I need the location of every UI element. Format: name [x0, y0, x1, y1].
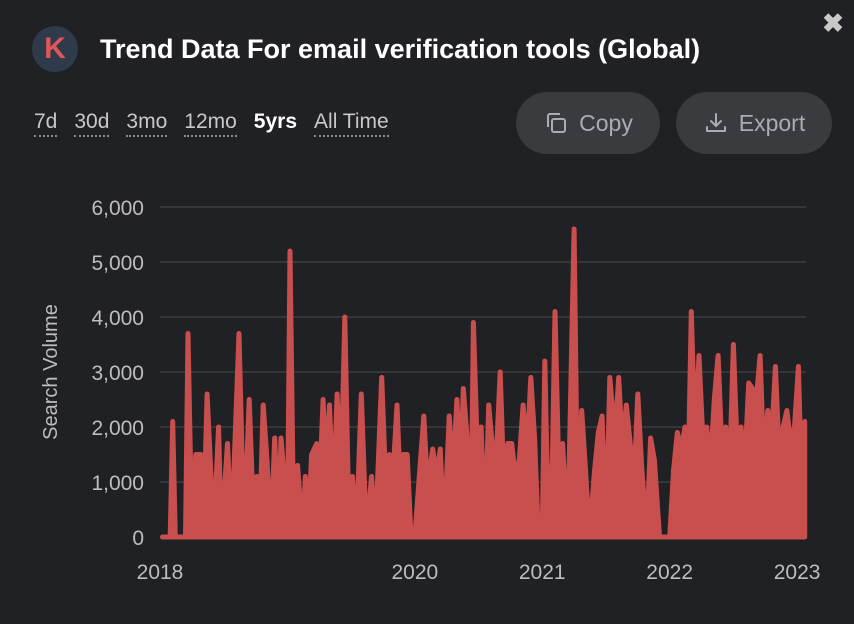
- time-range-selector: 7d 30d 3mo 12mo 5yrs All Time: [34, 110, 406, 137]
- export-button[interactable]: Export: [676, 92, 832, 154]
- x-tick-label: 2020: [391, 561, 438, 584]
- close-icon[interactable]: ✖: [822, 8, 844, 38]
- export-label: Export: [738, 109, 806, 136]
- range-5yrs[interactable]: 5yrs: [253, 110, 298, 133]
- header: K Trend Data For email verification tool…: [32, 26, 700, 72]
- range-30d[interactable]: 30d: [74, 110, 110, 137]
- series-area: [160, 226, 808, 540]
- y-tick-label: 4,000: [91, 307, 144, 330]
- copy-label: Copy: [579, 109, 633, 136]
- x-tick-label: 2022: [646, 561, 693, 584]
- x-tick-label: 2023: [774, 561, 821, 584]
- y-tick-label: 2,000: [91, 417, 144, 440]
- copy-button[interactable]: Copy: [516, 92, 660, 154]
- range-3mo[interactable]: 3mo: [126, 110, 168, 137]
- trend-chart: 0 1,000 2,000 3,000 4,000 5,000 6,000 2018 2020 2…: [40, 197, 821, 584]
- page-title: Trend Data For email verification tools …: [100, 33, 701, 64]
- range-all-time[interactable]: All Time: [314, 110, 389, 137]
- x-tick-label: 2018: [137, 561, 184, 584]
- y-tick-label: 3,000: [91, 362, 144, 385]
- y-axis-label: Search Volume: [40, 304, 62, 440]
- logo: K: [32, 26, 78, 72]
- range-12mo[interactable]: 12mo: [184, 110, 237, 137]
- range-7d[interactable]: 7d: [34, 110, 58, 137]
- copy-icon: [543, 110, 569, 136]
- y-tick-label: 0: [132, 527, 144, 550]
- y-tick-label: 5,000: [91, 252, 144, 275]
- y-tick-label: 1,000: [91, 472, 144, 495]
- download-icon: [703, 110, 729, 136]
- y-tick-label: 6,000: [91, 197, 144, 220]
- x-tick-label: 2021: [519, 561, 566, 584]
